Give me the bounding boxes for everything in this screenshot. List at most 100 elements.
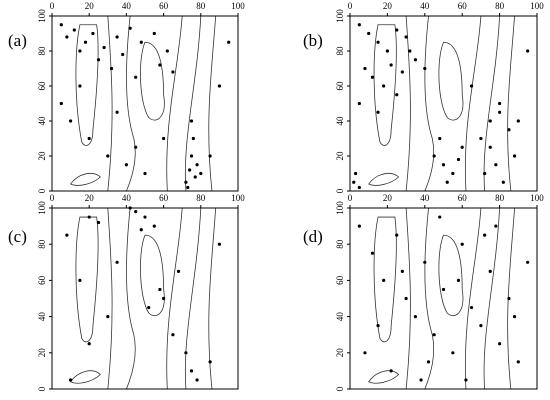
panel-label: (c) — [8, 227, 27, 246]
point — [171, 333, 175, 337]
point — [469, 84, 474, 88]
point — [65, 35, 69, 39]
x-tick-label: 100 — [530, 193, 544, 203]
point — [370, 75, 375, 79]
x-tick-label: 40 — [420, 1, 430, 11]
x-tick-label: 0 — [348, 1, 353, 11]
point — [158, 287, 162, 292]
y-tick-label: 80 — [37, 46, 47, 56]
point — [124, 163, 128, 167]
y-tick-label: 80 — [37, 239, 47, 249]
panel-label: (b) — [303, 31, 323, 50]
point — [193, 175, 197, 179]
x-tick-label: 60 — [159, 193, 169, 203]
point — [91, 31, 95, 36]
point — [217, 84, 221, 88]
point — [96, 58, 101, 62]
x-tick-label: 80 — [196, 1, 206, 11]
y-tick-label: 80 — [335, 46, 345, 56]
point — [441, 287, 446, 292]
point — [152, 31, 156, 36]
point — [65, 233, 69, 237]
point — [208, 154, 212, 158]
x-tick-label: 100 — [231, 193, 245, 203]
y-tick-label: 60 — [335, 81, 345, 91]
point — [451, 351, 455, 355]
point — [488, 269, 492, 273]
point — [498, 110, 502, 114]
point — [352, 180, 356, 184]
point — [83, 40, 88, 44]
point — [488, 119, 492, 123]
x-tick-label: 80 — [495, 1, 505, 11]
point — [385, 49, 389, 53]
point — [115, 35, 119, 39]
point — [115, 110, 119, 114]
y-tick-label: 0 — [37, 188, 47, 193]
point — [109, 66, 114, 71]
y-tick-label: 60 — [37, 275, 47, 285]
point — [171, 70, 175, 74]
y-tick-label: 20 — [335, 348, 345, 358]
point — [382, 84, 386, 88]
x-tick-label: 20 — [85, 1, 95, 11]
point — [445, 180, 449, 184]
point — [357, 101, 361, 106]
point — [376, 324, 380, 328]
point — [354, 171, 358, 176]
contours — [367, 15, 516, 192]
point — [78, 84, 82, 88]
point — [134, 210, 138, 214]
point — [438, 136, 442, 141]
point — [162, 296, 166, 301]
point — [87, 342, 91, 346]
point — [395, 93, 399, 97]
point — [507, 296, 511, 301]
point — [106, 154, 110, 158]
point — [400, 70, 404, 74]
point — [382, 278, 386, 282]
point — [413, 58, 418, 62]
point — [78, 49, 82, 53]
point — [488, 145, 492, 149]
point — [494, 163, 498, 167]
point — [87, 215, 91, 219]
point — [376, 40, 380, 44]
y-tick-label: 60 — [37, 81, 47, 91]
x-tick-label: 100 — [530, 1, 544, 11]
point — [456, 157, 461, 162]
y-tick-label: 20 — [335, 151, 345, 161]
point — [115, 260, 119, 264]
point — [143, 215, 147, 219]
point — [432, 333, 436, 337]
point — [363, 351, 367, 355]
point — [516, 119, 520, 123]
point — [199, 171, 203, 176]
x-tick-label: 20 — [383, 193, 393, 203]
point — [400, 269, 404, 273]
point — [432, 154, 436, 158]
point — [512, 154, 517, 158]
y-tick-label: 40 — [37, 116, 47, 126]
point — [59, 101, 63, 106]
plot-frame — [51, 207, 239, 390]
point — [59, 23, 63, 27]
y-tick-label: 60 — [335, 275, 345, 285]
point — [438, 215, 442, 219]
point — [189, 369, 194, 373]
y-tick-label: 0 — [335, 386, 345, 391]
point — [189, 154, 194, 158]
point — [389, 369, 393, 373]
x-tick-label: 20 — [85, 193, 95, 203]
point — [134, 145, 138, 149]
point — [501, 180, 505, 184]
point — [395, 28, 399, 32]
x-tick-label: 0 — [50, 193, 55, 203]
y-tick-label: 20 — [37, 151, 47, 161]
point — [158, 63, 162, 67]
point — [357, 23, 361, 27]
point — [526, 260, 530, 264]
point — [419, 378, 423, 382]
y-tick-label: 0 — [37, 386, 47, 391]
